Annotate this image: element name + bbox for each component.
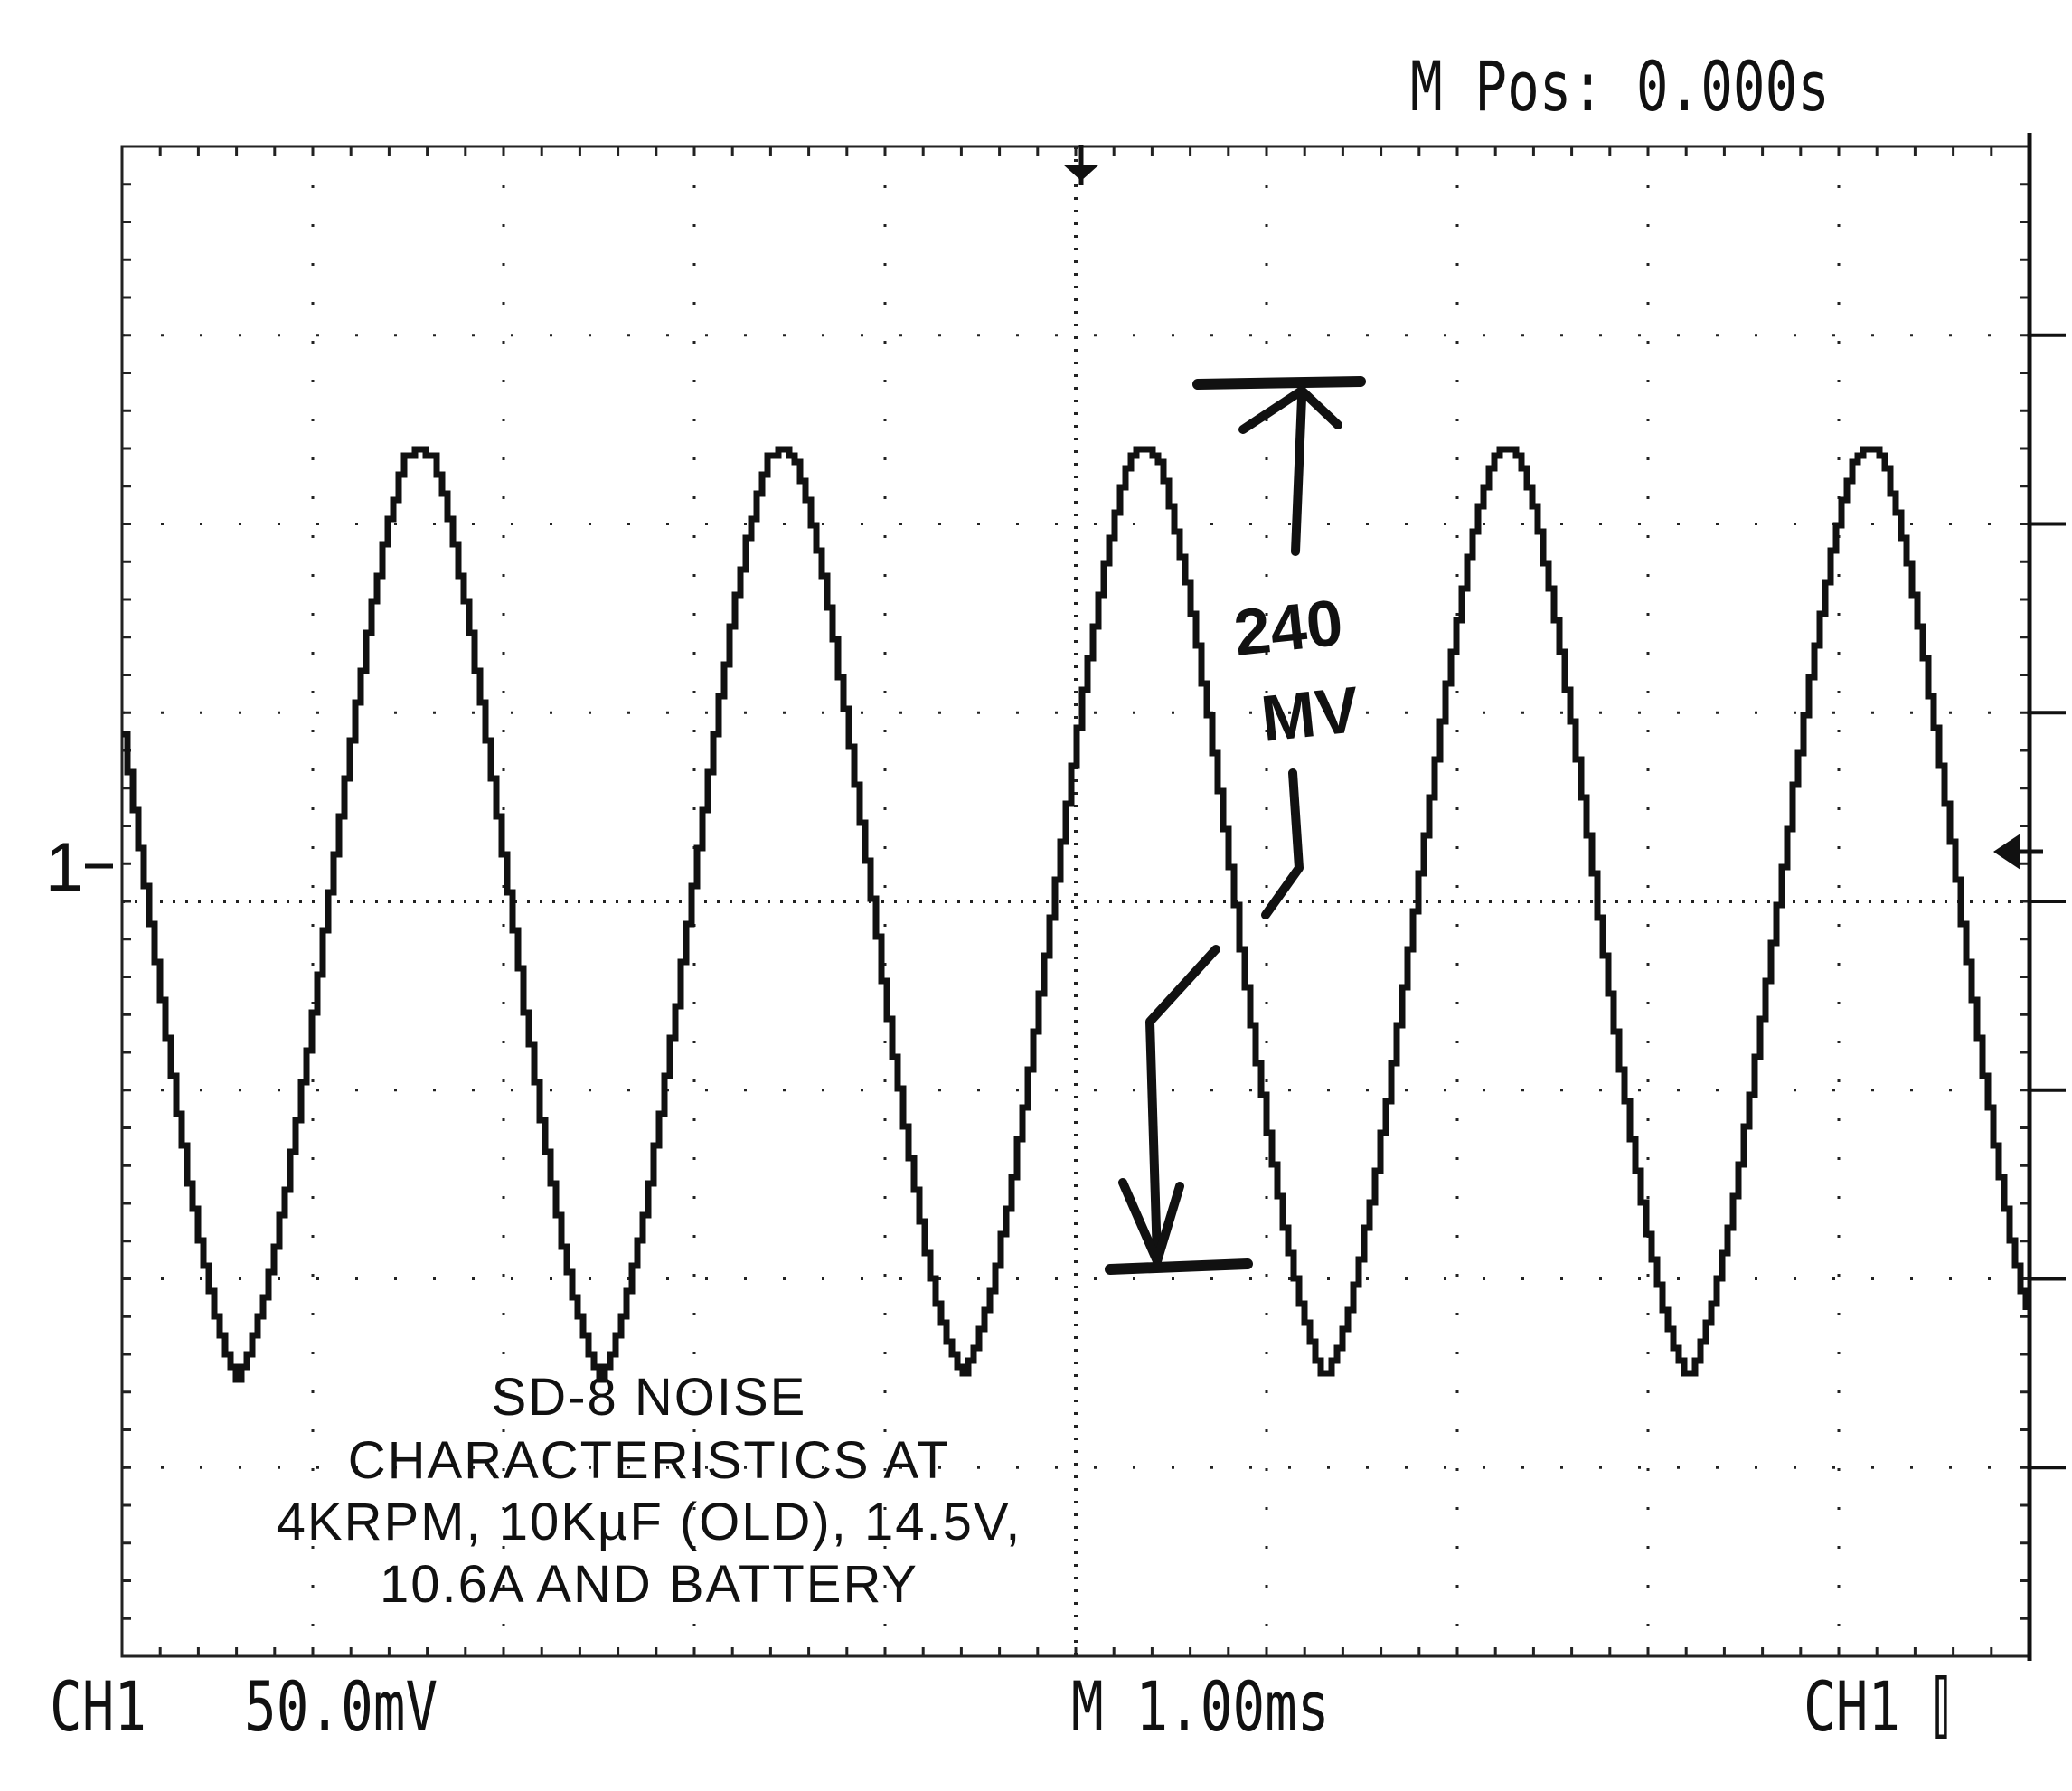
ch1-label: CH1 xyxy=(50,1666,147,1747)
m-pos-readout: M Pos: 0.000s xyxy=(1410,46,1830,127)
annotation-top-line xyxy=(1192,376,1366,390)
ch1-trace xyxy=(122,446,2030,1383)
caption-line: SD-8 NOISE xyxy=(492,1368,807,1427)
annotation-down-arrow xyxy=(1118,1178,1184,1266)
trigger-readout: CH1 ⫿ xyxy=(1804,1666,1950,1747)
annotation-value: 240 xyxy=(1230,587,1346,670)
channel-1-marker-label: 1 xyxy=(45,829,83,906)
caption-line: 10.6A AND BATTERY xyxy=(380,1555,918,1614)
channel-1-ground-marker: 1 xyxy=(45,829,113,906)
annotation-up-arrow xyxy=(1238,386,1342,556)
ch1-scale: 50.0mV xyxy=(244,1666,438,1747)
annotation-bottom-line xyxy=(1105,1258,1253,1275)
trigger-position-marker xyxy=(1063,145,1099,185)
caption-block: SD-8 NOISE CHARACTERISTICS AT 4KRPM, 10K… xyxy=(277,1368,1022,1614)
annotation-unit: MV xyxy=(1257,674,1362,756)
trigger-level-marker xyxy=(1993,834,2043,870)
caption-line: 4KRPM, 10KµF (OLD), 14.5V, xyxy=(277,1493,1022,1551)
caption-line: CHARACTERISTICS AT xyxy=(348,1431,951,1490)
timebase-readout: M 1.00ms xyxy=(1071,1666,1330,1747)
amplitude-annotation: 240 MV xyxy=(1105,376,1366,1275)
annotation-connector xyxy=(1145,768,1304,1263)
graticule xyxy=(120,133,2066,1661)
